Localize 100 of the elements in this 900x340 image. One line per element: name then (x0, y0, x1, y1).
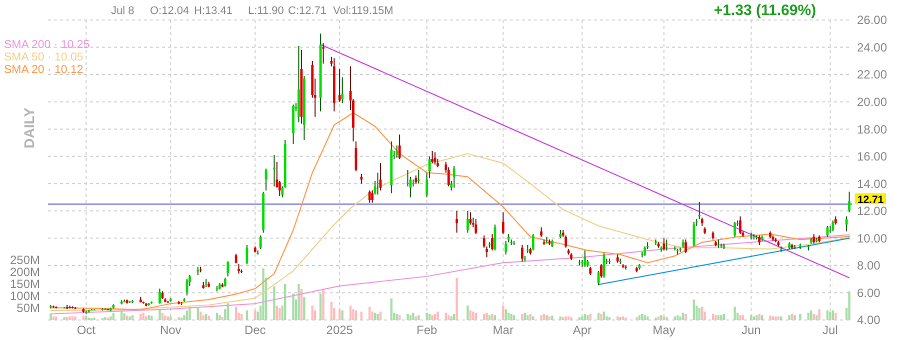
text: L:11.90 (248, 5, 284, 17)
y-tick-label: 6.00 (857, 286, 881, 300)
bar (794, 315, 796, 320)
bar (246, 310, 248, 320)
bar (581, 316, 584, 320)
bar (712, 314, 714, 320)
candlestick (226, 260, 230, 277)
line-series (50, 112, 850, 310)
text: SMA 200 · 10.25 (4, 39, 90, 51)
bar (790, 314, 794, 320)
bar (354, 310, 358, 320)
candlestick (396, 144, 398, 158)
bar (319, 294, 322, 320)
bar (826, 310, 829, 320)
bar (692, 300, 696, 320)
bar (200, 312, 202, 320)
bar (644, 315, 646, 320)
bar (739, 315, 742, 320)
candlestick (584, 250, 586, 268)
candlestick (338, 68, 341, 102)
candlestick (734, 221, 736, 238)
bar (254, 310, 256, 320)
candlestick (376, 172, 379, 196)
candlestick (684, 239, 687, 254)
bar (758, 314, 760, 320)
line-series (50, 153, 850, 312)
bar (482, 314, 486, 320)
bar (584, 314, 586, 320)
candlestick (456, 210, 458, 234)
bar (338, 309, 341, 320)
bar (551, 316, 554, 320)
bar (456, 278, 458, 320)
bar (674, 316, 676, 320)
bar (428, 314, 431, 320)
bar (426, 312, 428, 320)
candlestick (644, 246, 646, 256)
bar (311, 306, 314, 320)
bar (188, 306, 191, 320)
candlestick (521, 244, 524, 262)
bar (360, 312, 363, 320)
bar (717, 315, 720, 320)
bar (126, 316, 128, 320)
bar (472, 312, 474, 320)
bar (578, 317, 581, 320)
x-tick-label: Jun (741, 323, 761, 337)
candlestick (238, 264, 240, 274)
bar (469, 310, 472, 320)
bar (564, 316, 567, 320)
bar (600, 314, 602, 320)
bar (502, 306, 504, 320)
candlestick (371, 190, 374, 204)
x-tick-label: Feb (416, 323, 438, 337)
bar (330, 302, 333, 320)
bar (679, 316, 682, 320)
bar (240, 314, 243, 320)
bar (734, 306, 736, 320)
bar (341, 310, 344, 320)
candlestick (158, 288, 161, 304)
bar (586, 315, 589, 320)
bar (120, 312, 123, 320)
bar (202, 315, 204, 320)
candlestick (234, 253, 238, 264)
bar (158, 309, 161, 320)
line-series (50, 234, 850, 314)
bar (829, 312, 832, 320)
bar (368, 306, 371, 320)
bar (589, 314, 592, 320)
y2-tick-label: 200M (10, 265, 40, 280)
bar (123, 313, 126, 320)
bar (812, 314, 815, 320)
x-tick-label: 2025 (326, 323, 354, 337)
bar (218, 315, 221, 320)
bar (376, 314, 379, 320)
x-tick-label: Dec (244, 323, 266, 337)
bar (186, 310, 188, 320)
bar (150, 316, 153, 320)
candlestick (474, 218, 478, 235)
bar (196, 308, 199, 320)
bar (164, 316, 166, 320)
candlestick (662, 238, 666, 251)
bar (756, 315, 758, 320)
candlestick (398, 134, 401, 160)
bar (494, 315, 496, 320)
bar (788, 315, 790, 320)
candlestick (502, 212, 504, 235)
candlestick (665, 239, 668, 251)
candlestick (739, 216, 742, 235)
candlestick (564, 234, 568, 248)
y2-tick-label: 250M (10, 253, 40, 268)
bar (722, 314, 726, 320)
candlestick (431, 150, 434, 164)
bar (418, 315, 420, 320)
y-tick-label: 24.00 (857, 40, 888, 54)
candlestick (452, 165, 456, 188)
bar (352, 309, 354, 320)
bar (521, 314, 524, 320)
bar (714, 315, 717, 320)
bar (322, 288, 324, 320)
candlestick (466, 210, 469, 234)
bar (526, 315, 529, 320)
